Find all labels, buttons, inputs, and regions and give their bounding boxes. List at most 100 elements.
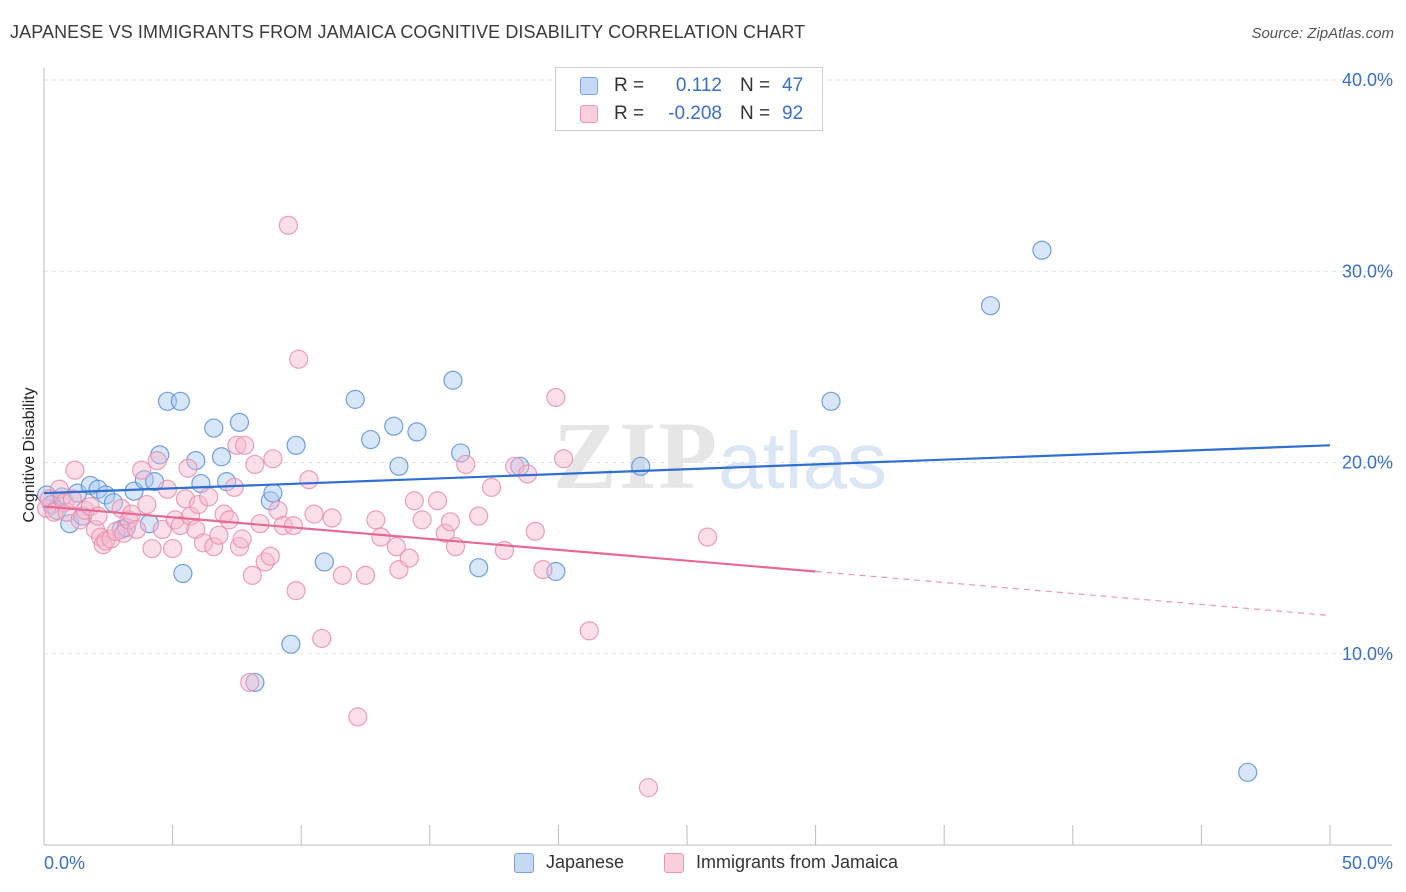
data-point [443, 370, 463, 390]
data-point [209, 525, 229, 545]
legend-swatch-jamaica [580, 105, 598, 123]
watermark-zip: ZIP [553, 402, 719, 509]
data-point [106, 521, 126, 541]
data-point [163, 538, 183, 559]
data-point [193, 533, 214, 553]
data-point [224, 477, 244, 497]
data-point [204, 537, 224, 557]
data-point [219, 510, 239, 530]
data-point [245, 672, 265, 693]
data-point [371, 527, 391, 547]
watermark-atlas: atlas [718, 416, 887, 505]
data-point [245, 454, 265, 475]
legend-n-label: N = [740, 103, 771, 124]
tick-labels: 10.0% 20.0% 30.0% 40.0% 0.0% 50.0% [44, 70, 1393, 873]
axes [43, 68, 1392, 846]
data-point [186, 450, 206, 471]
trendline-japanese [43, 444, 1331, 495]
legend-swatch-japanese [580, 77, 598, 95]
data-point [199, 487, 219, 507]
data-point [137, 494, 157, 515]
data-point [399, 548, 419, 568]
data-point [345, 389, 365, 409]
data-point [631, 456, 651, 476]
data-point [579, 621, 599, 641]
watermark: ZIP atlas [553, 402, 887, 509]
data-point [304, 504, 324, 524]
data-point [980, 296, 1001, 316]
data-point [348, 707, 368, 727]
data-point [546, 387, 566, 408]
data-point [440, 512, 460, 532]
data-point [525, 521, 545, 541]
bottom-legend-swatch-japanese [514, 852, 534, 873]
y-tick-label: 30.0% [1342, 261, 1393, 281]
bottom-legend-label-japanese: Japanese [546, 852, 625, 872]
y-tick-label: 10.0% [1342, 644, 1393, 664]
data-point [170, 391, 190, 411]
chart-title: JAPANESE VS IMMIGRANTS FROM JAMAICA COGN… [10, 22, 806, 42]
data-point [70, 510, 90, 530]
series-points [36, 215, 1258, 798]
data-point [263, 449, 283, 469]
data-point [214, 504, 234, 524]
legend-n-value: 47 [782, 75, 804, 96]
data-point [152, 519, 172, 540]
data-point [278, 215, 298, 235]
legend-n-value: 92 [782, 103, 804, 124]
data-point [389, 456, 409, 476]
y-tick-label: 40.0% [1342, 70, 1393, 90]
data-point [173, 563, 193, 584]
data-point [88, 479, 108, 499]
data-point [407, 422, 427, 442]
data-point [1238, 762, 1258, 782]
data-point [384, 416, 404, 436]
data-point [204, 418, 224, 438]
data-point [260, 491, 280, 511]
data-point [469, 506, 489, 526]
data-point [355, 565, 376, 585]
data-point [178, 458, 198, 478]
data-point [366, 510, 386, 530]
data-point [170, 516, 190, 536]
data-point [322, 508, 342, 528]
data-point [286, 581, 306, 601]
data-point [235, 435, 255, 455]
data-point [260, 546, 280, 566]
data-point [299, 470, 319, 490]
data-point [286, 435, 306, 455]
data-point [361, 429, 381, 450]
data-point [281, 634, 301, 654]
trendline-jamaica [43, 505, 816, 573]
legend-r-label: R = [614, 75, 645, 96]
x-tick-label: 50.0% [1342, 853, 1393, 873]
data-point [229, 537, 250, 557]
data-point [386, 537, 406, 557]
trendline-dashed-jamaica [815, 570, 1331, 617]
data-point [268, 500, 288, 520]
data-point [427, 491, 448, 511]
data-point [435, 523, 455, 543]
data-point [227, 435, 247, 455]
data-point [240, 672, 260, 693]
bottom-legend-label-jamaica: Immigrants from Jamaica [696, 852, 899, 872]
legend-r-value: -0.208 [668, 103, 722, 124]
data-point [1032, 240, 1052, 260]
data-point [697, 527, 718, 547]
legend-row-japanese: R = 0.112 N = 47 [580, 74, 803, 98]
data-point [147, 450, 167, 471]
gridlines [44, 79, 1392, 655]
data-point [126, 519, 147, 540]
data-point [211, 447, 232, 467]
data-point [456, 454, 476, 475]
data-point [229, 412, 250, 432]
data-point [451, 443, 471, 463]
legend-n-label: N = [740, 75, 771, 96]
trendlines [43, 444, 1331, 617]
data-point [533, 559, 553, 580]
x-tick-label: 0.0% [44, 853, 85, 873]
data-point [263, 483, 283, 503]
data-point [481, 477, 502, 497]
source-label: Source: ZipAtlas.com [1251, 25, 1394, 42]
